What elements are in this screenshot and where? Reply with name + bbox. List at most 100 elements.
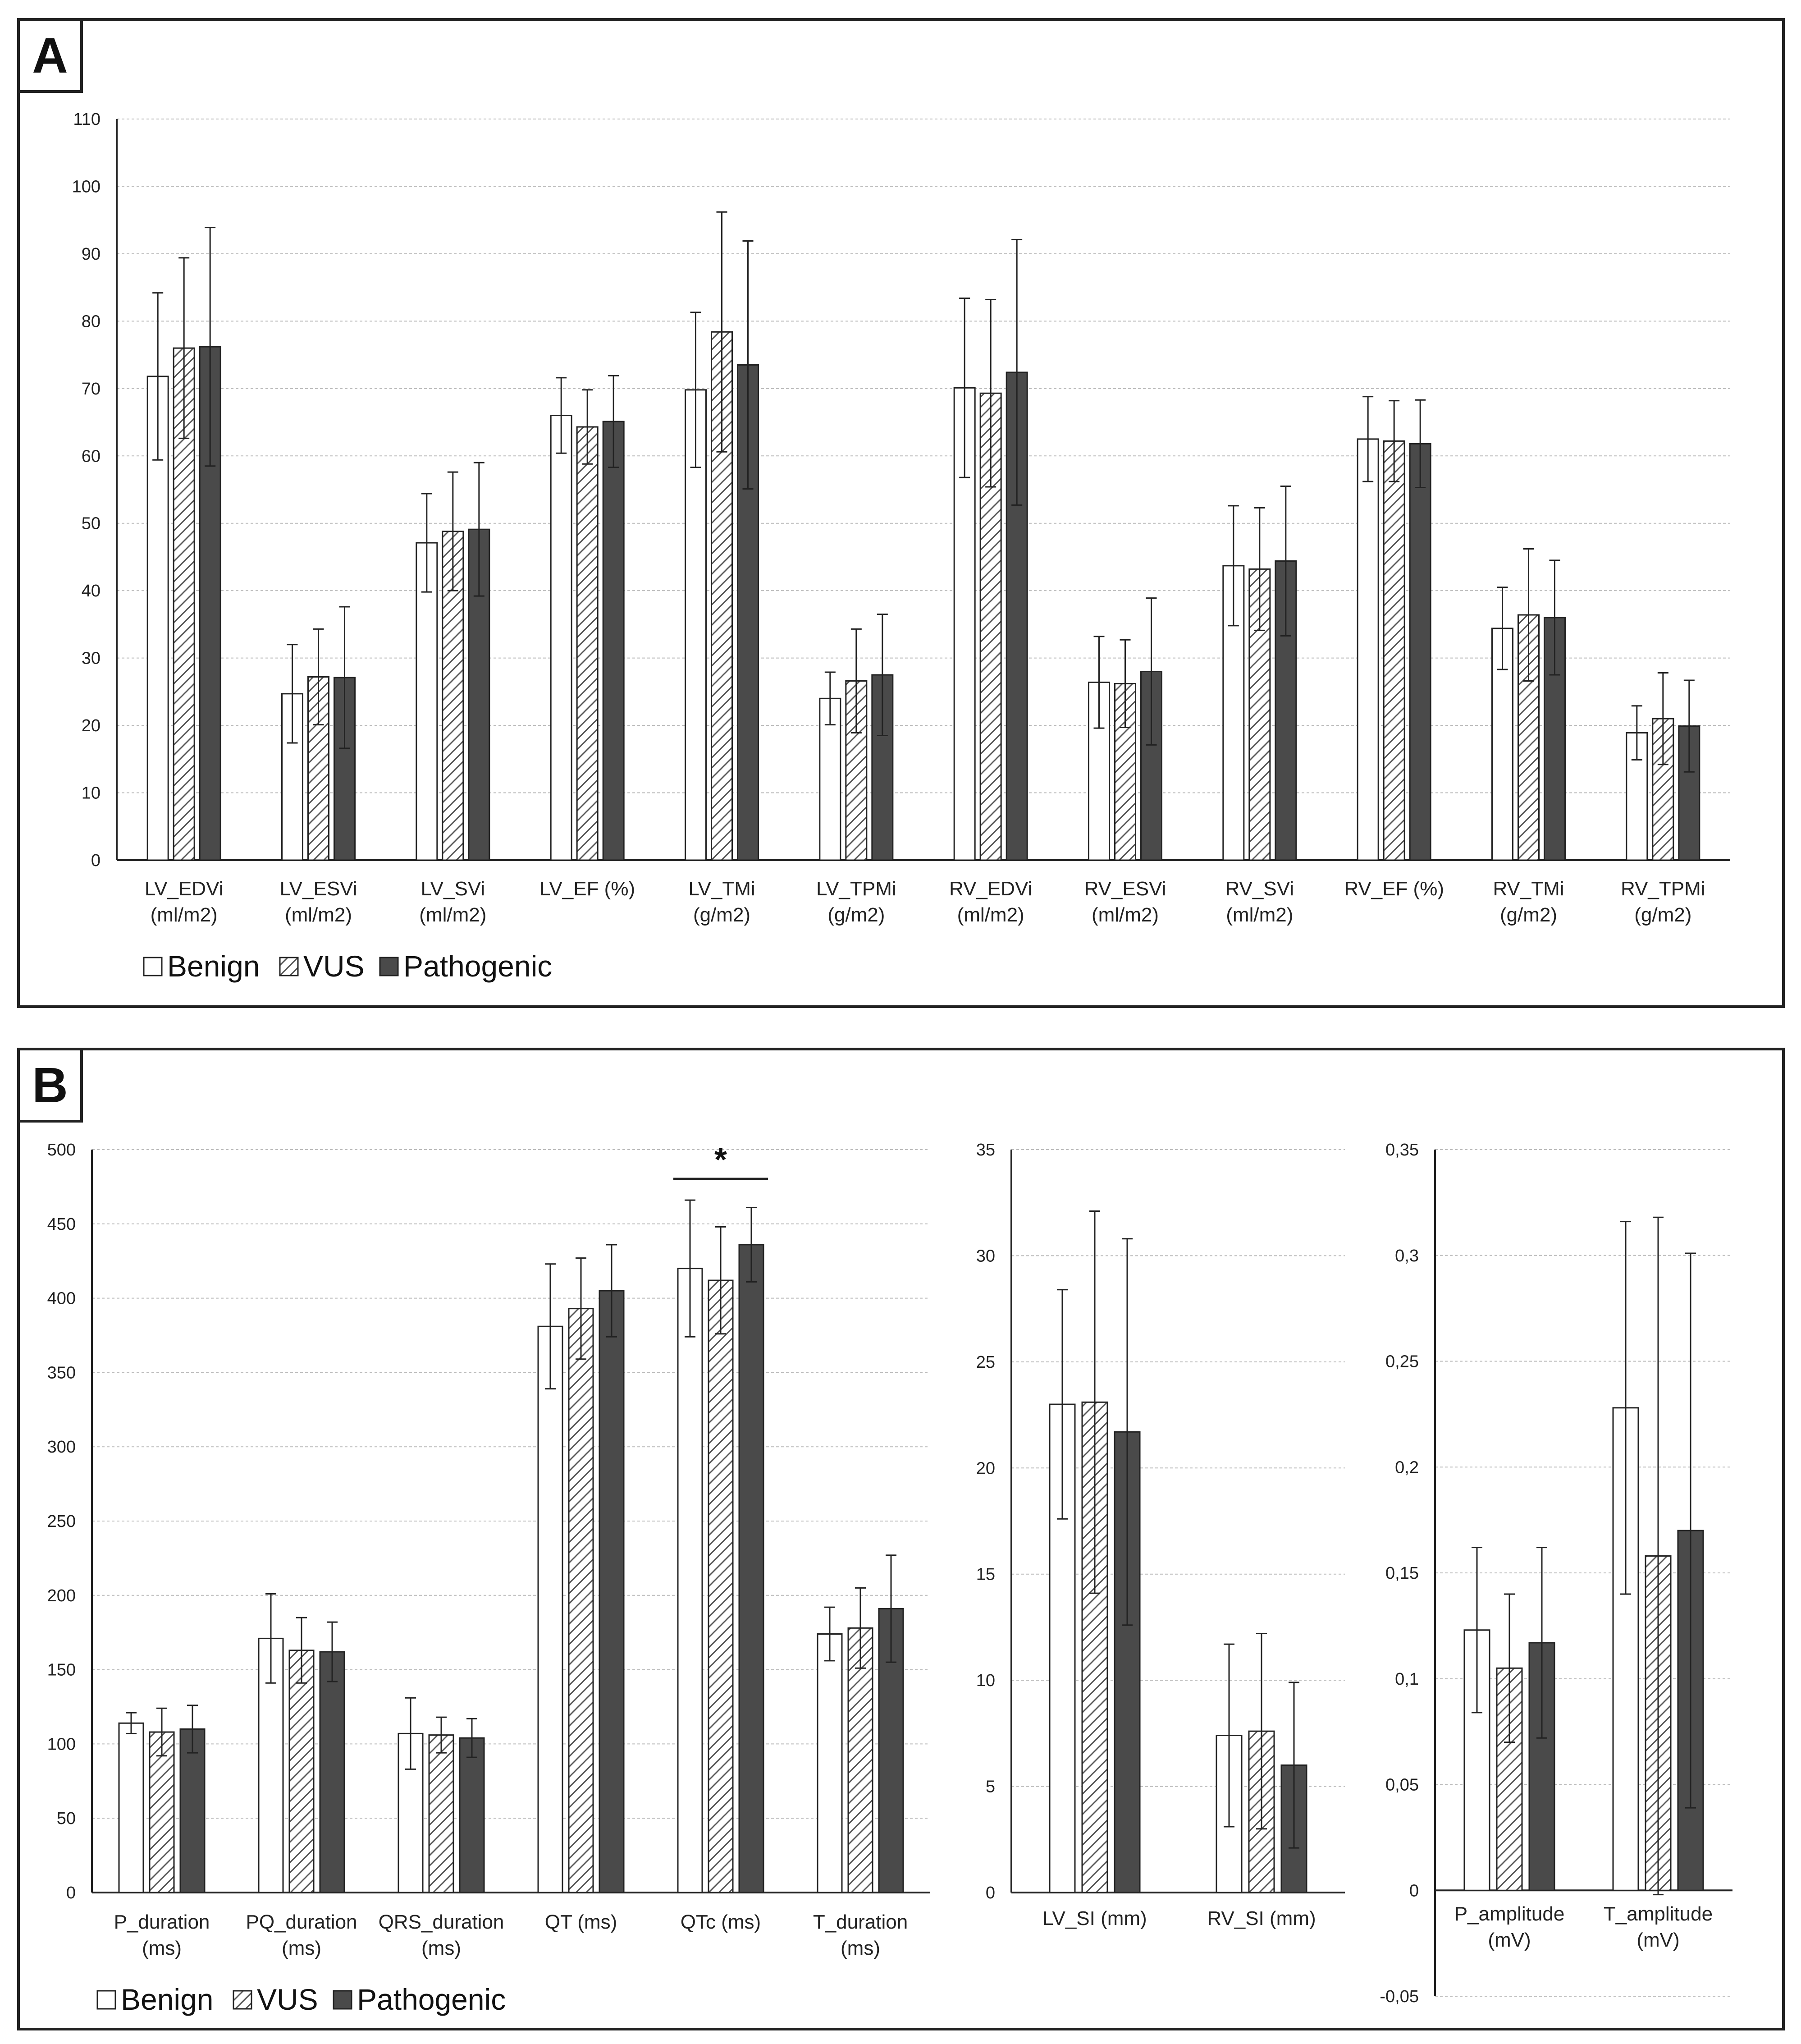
benign-bar <box>1357 438 1379 861</box>
benign-bar <box>1626 732 1648 861</box>
vus-bar <box>1383 440 1405 861</box>
category-unit-label: (ms) <box>421 1937 461 1959</box>
benign-bar <box>118 1722 144 1893</box>
y-tick-label: 60 <box>82 447 101 466</box>
vus-bar <box>576 426 599 861</box>
category-unit-label: (ms) <box>282 1937 321 1959</box>
category-unit-label: (mV) <box>1488 1929 1531 1951</box>
y-tick-label: 0,15 <box>1385 1564 1419 1583</box>
benign-legend-label: Benign <box>121 1983 214 2016</box>
y-tick-label: 450 <box>47 1215 76 1234</box>
category-unit-label: (ml/m2) <box>1092 904 1159 926</box>
pathogenic-bar <box>738 1244 764 1893</box>
vus-bar <box>1114 683 1136 861</box>
pathogenic-bar <box>599 1290 625 1893</box>
pathogenic-bar <box>459 1737 485 1893</box>
y-tick-label: 70 <box>82 380 101 399</box>
category-label: LV_EDVi <box>145 878 223 900</box>
pathogenic-legend-swatch <box>379 957 399 976</box>
y-tick-label: 400 <box>47 1289 76 1308</box>
category-unit-label: (ms) <box>142 1937 182 1959</box>
vus-legend-label: VUS <box>257 1983 318 2016</box>
panel-b-label: B <box>20 1050 83 1123</box>
y-tick-label: 0,35 <box>1385 1141 1419 1159</box>
y-tick-label: 50 <box>82 514 101 533</box>
category-label: LV_SI (mm) <box>1042 1907 1147 1929</box>
category-label: RV_EF (%) <box>1344 878 1444 900</box>
category-label: QTc (ms) <box>681 1911 761 1933</box>
category-unit-label: (g/m2) <box>1634 904 1691 926</box>
category-unit-label: (ml/m2) <box>151 904 218 926</box>
category-label: RV_TPMi <box>1621 878 1705 900</box>
category-unit-label: (ml/m2) <box>1226 904 1293 926</box>
y-tick-label: 90 <box>82 245 101 264</box>
y-tick-label: 100 <box>47 1735 76 1754</box>
category-label: RV_SVi <box>1225 878 1294 900</box>
category-unit-label: (ml/m2) <box>957 904 1024 926</box>
category-unit-label: (ms) <box>841 1937 880 1959</box>
pathogenic-legend-label: Pathogenic <box>357 1983 506 2016</box>
y-tick-label: 200 <box>47 1586 76 1605</box>
category-unit-label: (g/m2) <box>1500 904 1557 926</box>
y-tick-label: 20 <box>82 716 101 735</box>
y-tick-label: 80 <box>82 312 101 331</box>
significance-star: * <box>714 1142 727 1178</box>
category-label: QRS_duration <box>379 1911 504 1933</box>
benign-bar <box>550 415 572 861</box>
y-tick-label: 0 <box>1409 1881 1419 1900</box>
benign-legend-swatch <box>143 957 163 976</box>
y-tick-label: 0,25 <box>1385 1352 1419 1371</box>
category-label: RV_EDVi <box>949 878 1032 900</box>
benign-bar <box>416 542 438 861</box>
category-label: T_duration <box>813 1911 908 1933</box>
benign-bar <box>537 1325 563 1893</box>
y-tick-label: 0,3 <box>1395 1247 1419 1265</box>
category-label: LV_TMi <box>688 878 755 900</box>
y-tick-label: 15 <box>976 1565 995 1584</box>
category-label: LV_TPMi <box>816 878 896 900</box>
pathogenic-legend-label: Pathogenic <box>403 949 552 983</box>
y-tick-label: 30 <box>82 649 101 668</box>
category-unit-label: (g/m2) <box>693 904 750 926</box>
y-tick-label: 35 <box>976 1141 995 1159</box>
y-tick-label: 20 <box>976 1459 995 1478</box>
y-tick-label: 10 <box>976 1671 995 1690</box>
y-tick-label: 150 <box>47 1661 76 1680</box>
pathogenic-bar <box>179 1728 206 1893</box>
y-tick-label: 0 <box>66 1884 76 1902</box>
category-label: RV_SI (mm) <box>1207 1907 1316 1929</box>
vus-bar <box>428 1734 454 1893</box>
category-unit-label: (mV) <box>1636 1929 1679 1951</box>
y-tick-label: 0,2 <box>1395 1458 1419 1477</box>
y-tick-label: -0,05 <box>1380 1987 1419 2006</box>
vus-legend-swatch <box>233 1990 252 2010</box>
y-tick-label: 10 <box>82 784 101 803</box>
y-tick-label: 0,1 <box>1395 1670 1419 1689</box>
y-tick-label: 100 <box>72 177 101 196</box>
category-unit-label: (ml/m2) <box>285 904 352 926</box>
vus-legend-swatch <box>279 957 299 976</box>
benign-legend-label: Benign <box>167 949 260 983</box>
benign-bar <box>817 1633 843 1893</box>
panel-a-label: A <box>20 21 83 93</box>
pathogenic-bar <box>602 421 625 861</box>
category-unit-label: (ml/m2) <box>419 904 486 926</box>
benign-bar <box>677 1268 703 1893</box>
y-tick-label: 0 <box>91 851 101 870</box>
vus-bar <box>568 1308 594 1893</box>
chart-b: 050100150200250300350400450500P_duration… <box>47 1141 1732 2016</box>
panel-b: B 0 50 100 150 200 250 300 350 400 450 500 P_durati… <box>17 1048 1785 2030</box>
category-label: PQ_duration <box>246 1911 357 1933</box>
y-tick-label: 500 <box>47 1141 76 1159</box>
y-tick-label: 300 <box>47 1438 76 1457</box>
category-label: RV_TMi <box>1493 878 1564 900</box>
pathogenic-bar <box>1409 443 1431 861</box>
y-tick-label: 50 <box>57 1809 76 1828</box>
y-tick-label: 250 <box>47 1512 76 1531</box>
category-label: LV_ESVi <box>279 878 357 900</box>
y-tick-label: 40 <box>82 582 101 600</box>
pathogenic-bar <box>319 1651 345 1893</box>
category-label: QT (ms) <box>545 1911 617 1933</box>
y-tick-label: 110 <box>73 110 101 129</box>
y-tick-label: 25 <box>976 1353 995 1372</box>
